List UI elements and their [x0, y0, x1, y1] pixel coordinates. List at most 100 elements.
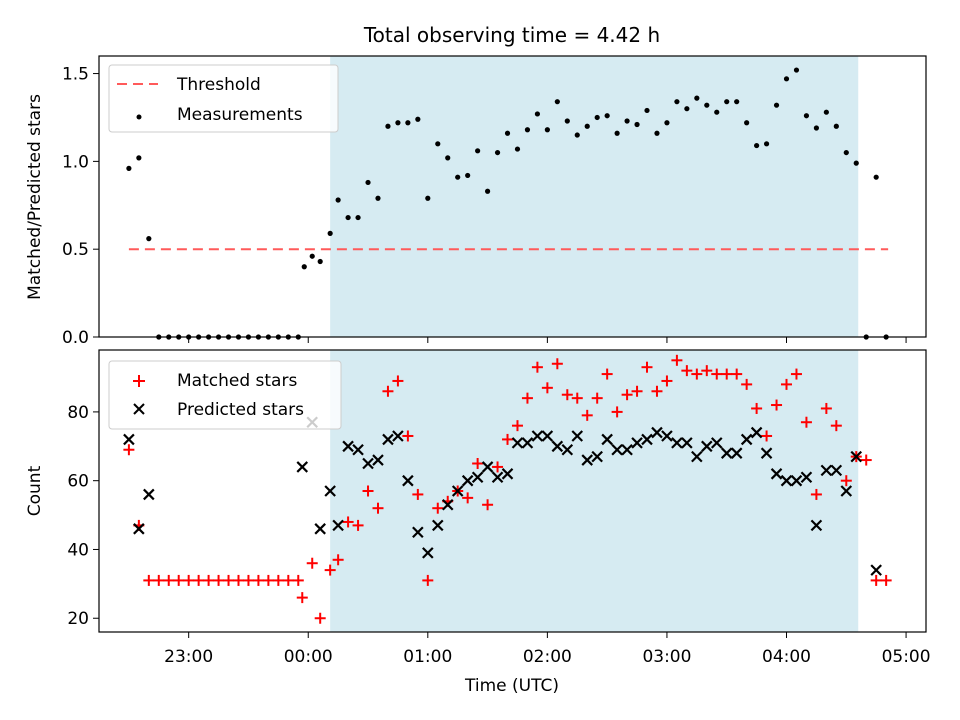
predicted-star-point — [780, 474, 793, 487]
measurement-point — [754, 142, 760, 149]
legend-measurements-label: Measurements — [177, 105, 303, 125]
matched-star-point — [296, 592, 308, 604]
predicted-star-point — [571, 430, 584, 442]
predicted-star-point — [641, 433, 653, 446]
matched-star-point — [342, 516, 354, 528]
matched-star-point — [711, 368, 723, 380]
measurement-point — [684, 106, 690, 112]
predicted-star-point — [431, 519, 444, 532]
measurement-point — [425, 195, 431, 201]
bottom-ytick-label: 40 — [67, 540, 89, 560]
top-ytick-label: 1.5 — [62, 65, 89, 85]
matched-star-point — [422, 574, 434, 586]
matched-star-point — [173, 574, 185, 586]
measurement-point — [504, 130, 511, 136]
measurement-point — [415, 116, 421, 122]
predicted-star-point — [621, 443, 633, 456]
measurement-point — [783, 76, 790, 82]
measurement-point — [763, 141, 770, 147]
measurement-point — [674, 99, 680, 105]
predicted-star-point — [850, 450, 863, 463]
measurement-point — [455, 174, 461, 180]
legend-measurements-swatch — [136, 114, 142, 120]
measurement-point — [317, 258, 323, 265]
xtick-label: 05:00 — [882, 647, 931, 667]
predicted-star-point — [770, 468, 783, 480]
matched-star-point — [193, 574, 205, 586]
measurement-point — [395, 120, 401, 126]
matched-star-point — [472, 457, 484, 469]
predicted-star-point — [681, 437, 693, 449]
measurement-point — [574, 132, 580, 138]
matched-star-point — [242, 574, 254, 586]
measurement-point — [435, 141, 441, 147]
bottom-panel-shaded-interval — [330, 350, 859, 632]
measurement-point — [514, 146, 521, 152]
matched-star-point — [830, 420, 842, 432]
top-ytick-label: 0.0 — [62, 328, 89, 348]
matched-star-point — [153, 574, 165, 586]
measurement-point — [843, 149, 849, 156]
matched-star-point — [751, 402, 763, 414]
top-panel-points — [126, 67, 889, 340]
predicted-star-point — [551, 440, 564, 453]
matched-star-point — [621, 389, 633, 401]
predicted-star-point — [561, 443, 574, 456]
predicted-star-point — [511, 437, 524, 449]
bottom-ytick-label: 80 — [67, 403, 89, 423]
measurement-point — [564, 118, 570, 124]
measurement-point — [803, 113, 810, 119]
matched-star-point — [721, 368, 733, 380]
matched-star-point — [362, 485, 374, 497]
bottom-ytick-label: 60 — [67, 472, 89, 492]
predicted-star-point — [392, 430, 404, 442]
matched-star-point — [412, 488, 424, 500]
predicted-star-point — [521, 437, 534, 449]
top-panel-xticks — [188, 337, 907, 343]
bottom-panel: 20 40 60 80 23:00 00:00 01:00 02:00 03:00 04:00 0… — [25, 349, 931, 696]
predicted-star-point — [840, 485, 853, 497]
matched-star-point — [232, 574, 244, 586]
predicted-star-point — [501, 468, 514, 480]
bottom-legend: Matched stars Predicted stars — [108, 360, 342, 430]
xtick-label: 00:00 — [284, 647, 333, 667]
measurement-point — [126, 165, 132, 171]
measurement-point — [335, 197, 341, 203]
predicted-star-point — [441, 498, 454, 511]
measurement-point — [136, 155, 142, 161]
matched-star-point — [561, 389, 573, 401]
matched-star-point — [382, 385, 394, 397]
predicted-star-point — [701, 440, 713, 453]
predicted-star-point — [581, 454, 594, 466]
matched-star-point — [392, 375, 404, 387]
predicted-star-point — [324, 485, 336, 497]
matched-star-point — [252, 574, 264, 586]
measurement-point — [704, 102, 710, 108]
predicted-star-point — [491, 471, 504, 484]
matched-star-point — [671, 354, 683, 366]
predicted-star-point — [591, 450, 603, 463]
measurement-point — [524, 127, 531, 133]
matched-star-point — [262, 574, 274, 586]
matched-star-point — [611, 406, 623, 418]
predicted-star-point — [800, 471, 813, 484]
predicted-star-point — [422, 547, 434, 559]
measurement-point — [484, 188, 491, 194]
measurement-point — [365, 179, 371, 186]
legend-threshold-label: Threshold — [176, 75, 261, 95]
measurement-point — [405, 120, 411, 126]
matched-star-point — [292, 574, 304, 586]
predicted-star-point — [143, 488, 155, 501]
predicted-star-point — [123, 433, 135, 446]
xtick-label: 04:00 — [762, 647, 811, 667]
measurement-point — [445, 155, 451, 161]
matched-star-point — [314, 612, 326, 624]
matched-star-point — [502, 433, 514, 445]
matched-star-point — [880, 574, 892, 586]
predicted-star-point — [471, 471, 484, 484]
predicted-star-point — [740, 433, 753, 446]
matched-star-point — [272, 574, 284, 586]
predicted-star-point — [481, 461, 494, 473]
bottom-panel-yticks: 20 40 60 80 — [67, 403, 99, 629]
xtick-label: 02:00 — [523, 647, 572, 667]
